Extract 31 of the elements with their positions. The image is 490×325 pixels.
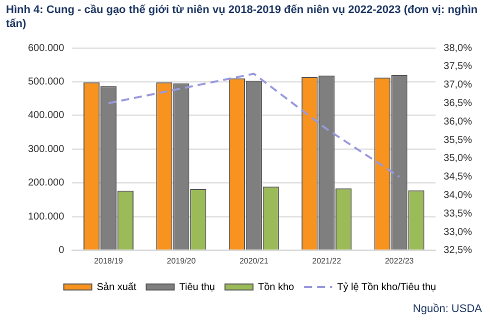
x-tick-label: 2018/19 [94, 256, 124, 266]
line-series [108, 72, 400, 178]
y2-tick-label: 37,5% [444, 61, 472, 72]
y-tick-label: 300.000 [28, 144, 65, 155]
x-tick-label: 2021/22 [312, 256, 342, 266]
y2-tick-label: 36,5% [444, 98, 472, 109]
x-tick-label: 2022/23 [384, 256, 414, 266]
y2-tick-label: 33,5% [444, 208, 472, 220]
y2-tick-label: 38,0% [444, 42, 472, 54]
legend-label: Tồn kho [258, 282, 295, 293]
y2-tick-label: 37,0% [444, 80, 472, 91]
legend-label: Tỷ lệ Tồn kho/Tiêu thụ [337, 282, 436, 293]
y-tick-label: 500.000 [28, 76, 65, 88]
y2-tick-label: 34,0% [444, 190, 472, 201]
legend-label: Tiêu thụ [179, 282, 215, 293]
y-tick-label: 200.000 [28, 178, 65, 189]
y2-tick-label: 32,5% [444, 245, 472, 256]
y-tick-label: 100.000 [28, 211, 65, 222]
x-tick-label: 2020/21 [239, 256, 269, 266]
text: Nguồn: USDA [412, 303, 482, 315]
x-tick-label: 2019/20 [166, 256, 196, 266]
y-tick-label: 0 [58, 245, 65, 256]
y2-tick-label: 34,5% [444, 172, 472, 183]
y2-tick-label: 33,0% [444, 226, 472, 238]
y-tick-label: 400.000 [28, 110, 65, 122]
legend-label: Sản xuất [96, 282, 136, 293]
y-tick-label: 600.000 [28, 42, 65, 54]
y2-tick-label: 35,5% [444, 134, 472, 146]
y2-tick-label: 35,0% [444, 153, 472, 164]
chart-title: Hình 4: Cung - cầu gạo thế giới từ niên vụ 2018-2019 đến niên vụ 2022-2023 (đơn vị: nghìn tấn) [6, 3, 479, 31]
y2-tick-label: 36,0% [444, 116, 472, 128]
